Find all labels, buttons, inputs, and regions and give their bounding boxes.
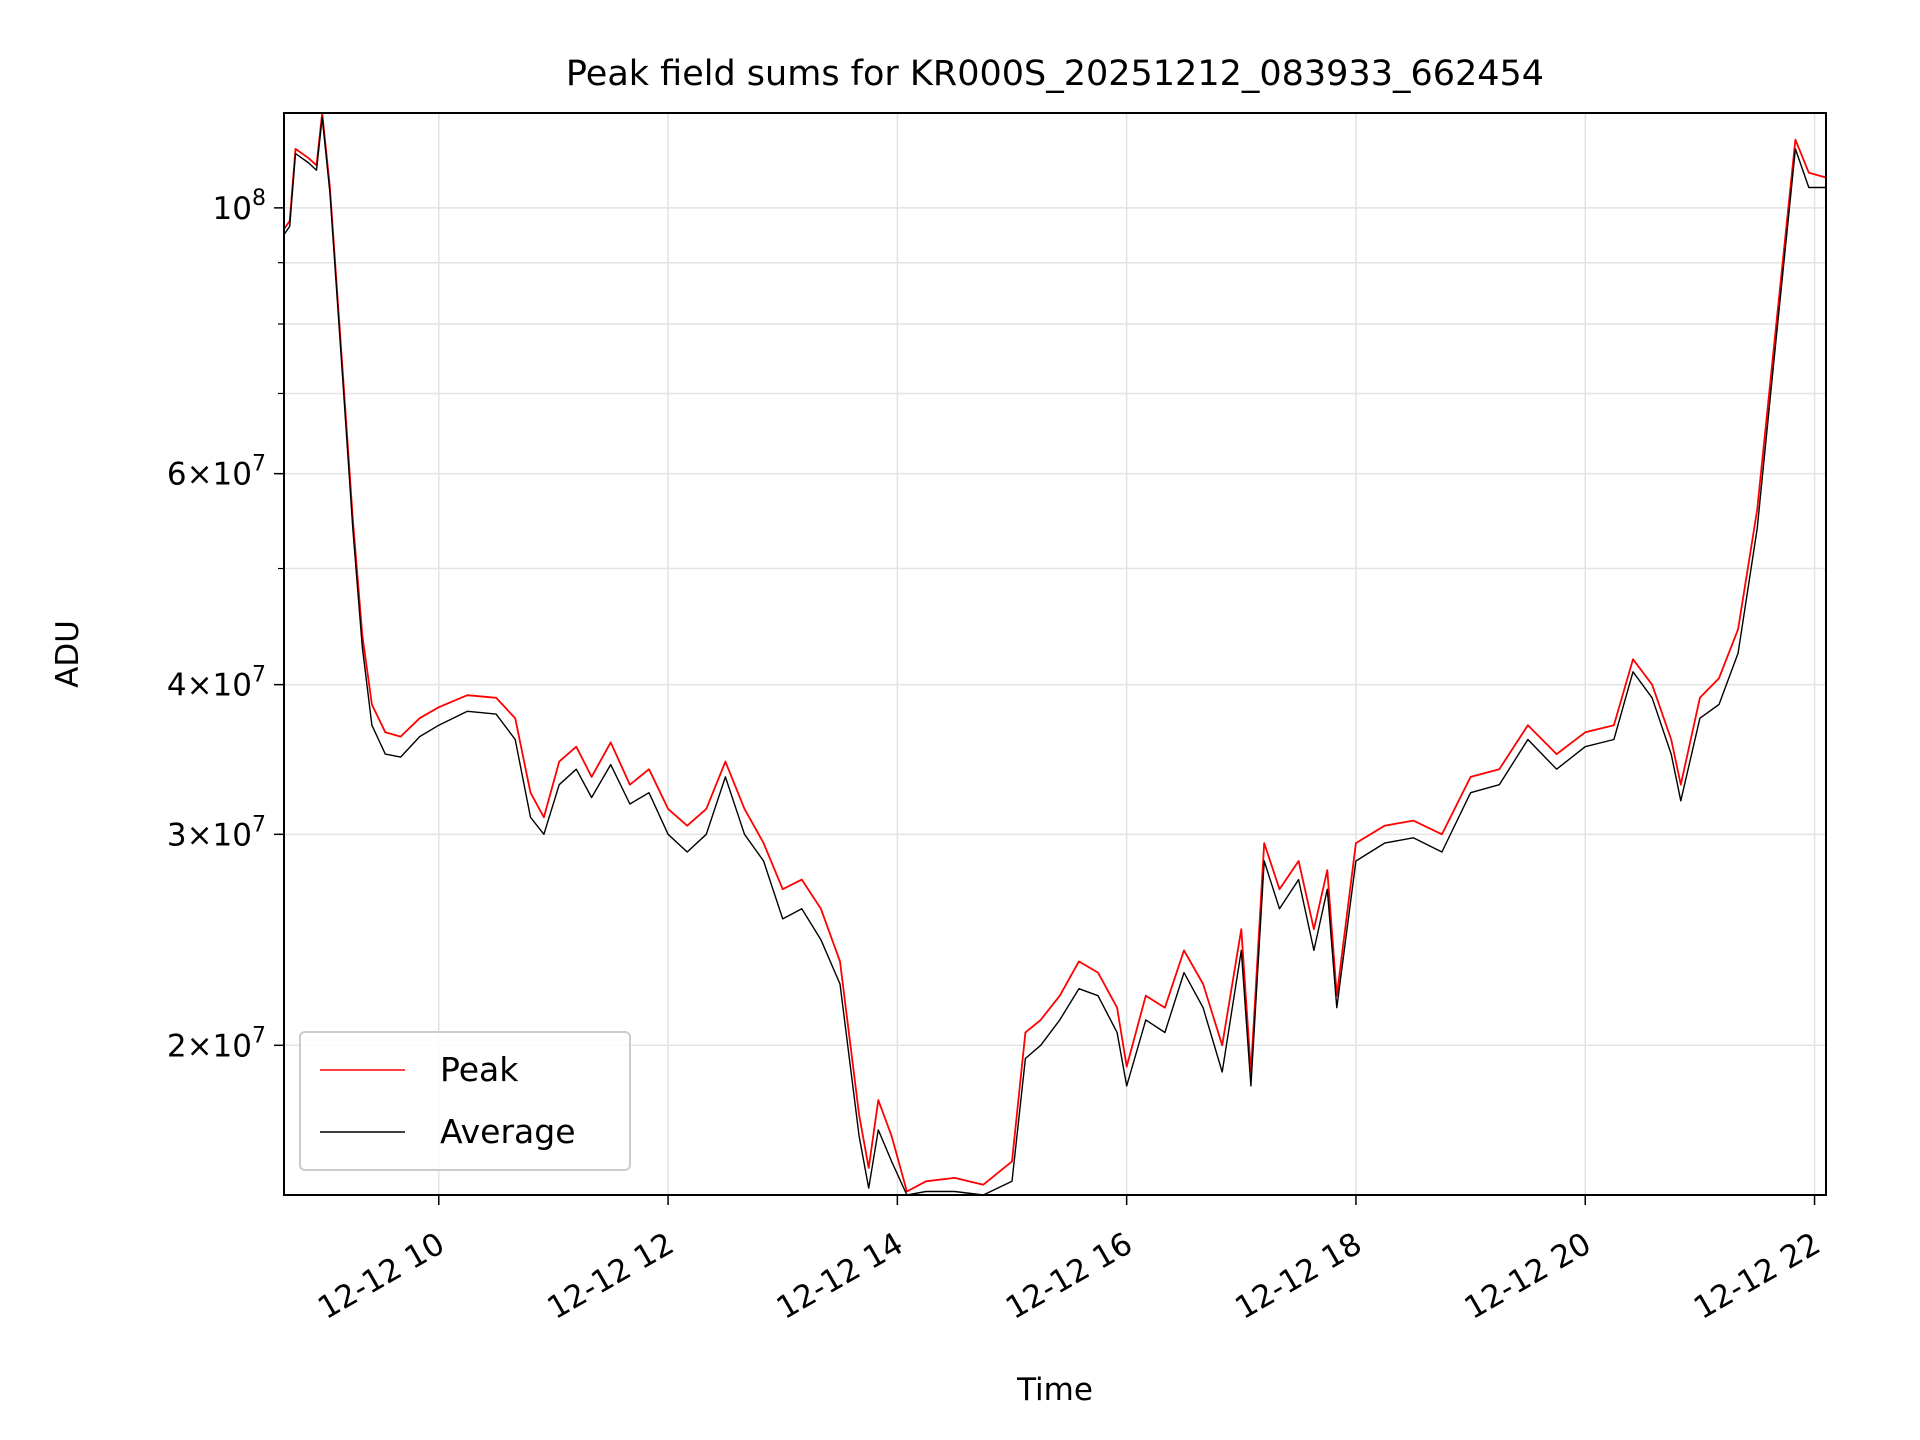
plot-frame [283, 112, 1827, 1196]
y-tick-label: 2×107 [167, 1023, 266, 1064]
legend-label-average: Average [440, 1112, 576, 1151]
legend: Peak Average [299, 1031, 631, 1171]
y-tick-label: 4×107 [167, 663, 266, 704]
y-tick-label: 3×107 [167, 812, 266, 853]
y-axis-label: ADU [50, 620, 86, 688]
y-tick-label: 108 [213, 186, 266, 227]
y-tick-label: 6×107 [167, 452, 266, 493]
chart-title: Peak field sums for KR000S_20251212_0839… [566, 54, 1544, 94]
x-axis-label: Time [1016, 1372, 1093, 1408]
legend-label-peak: Peak [440, 1050, 519, 1089]
legend-box [299, 1031, 631, 1171]
series-line-peak [283, 112, 1827, 1193]
